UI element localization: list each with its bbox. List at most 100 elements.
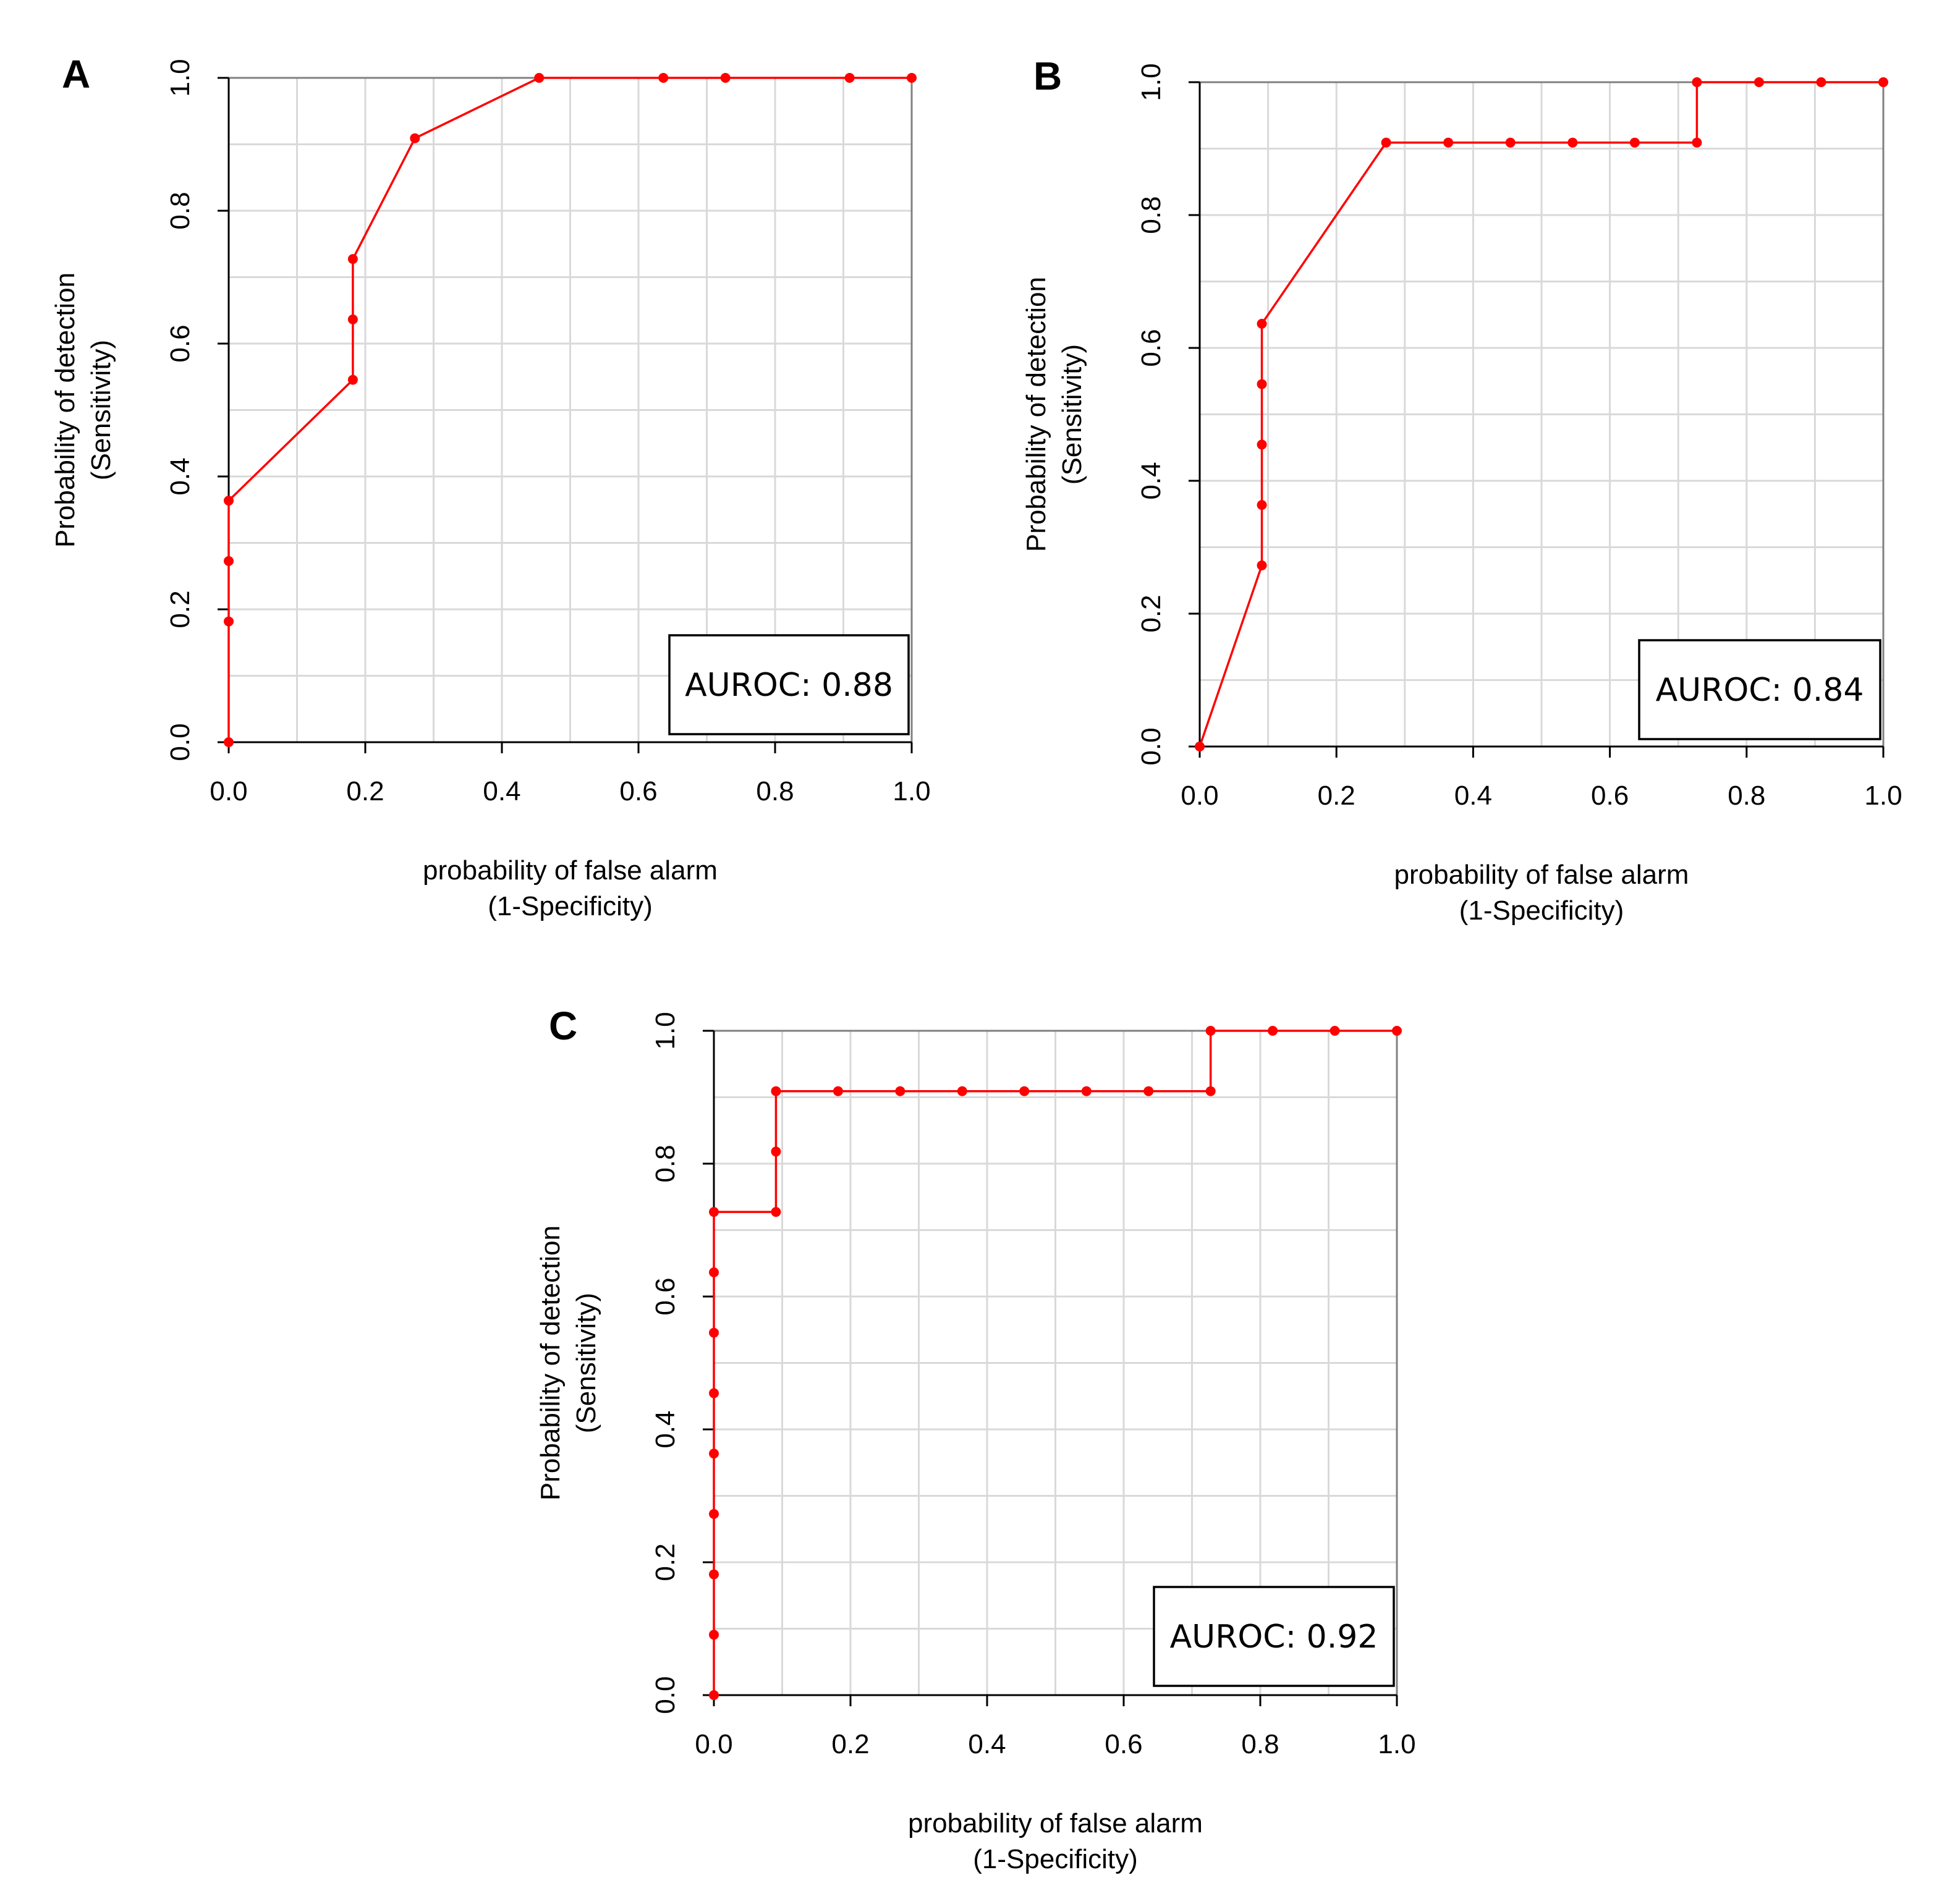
roc-point: [1692, 137, 1702, 148]
auroc-label: AUROC: 0.88: [685, 667, 893, 704]
roc-point: [1205, 1026, 1216, 1036]
roc-point: [709, 1449, 719, 1459]
x-tick-label: 0.6: [1105, 1729, 1142, 1759]
roc-point: [1754, 77, 1764, 87]
y-tick-label: 0.8: [165, 192, 195, 229]
x-axis-subtitle: (1-Specificity): [1459, 895, 1624, 926]
roc-point: [771, 1207, 781, 1217]
roc-point: [224, 616, 234, 627]
x-tick-label: 0.0: [695, 1729, 732, 1759]
auroc-box: [1153, 1586, 1395, 1687]
roc-point: [347, 374, 358, 385]
roc-point: [1257, 439, 1267, 450]
x-tick-label: 0.2: [346, 776, 384, 806]
y-tick-label: 0.6: [650, 1277, 681, 1315]
auroc-box: [668, 634, 910, 735]
y-tick-label: 0.6: [165, 324, 195, 362]
x-axis-subtitle: (1-Specificity): [973, 1844, 1138, 1874]
y-tick-label: 0.8: [650, 1145, 681, 1182]
roc-panel-a: A 0.0 0.2 0.4 0.6 0.8 1.0 0.0 0.2 0.4 0.6 0.8 1.0 pro…: [50, 52, 931, 921]
x-axis-subtitle: (1-Specificity): [488, 891, 653, 921]
roc-point: [833, 1086, 843, 1096]
roc-curve-line: [1198, 81, 1883, 747]
roc-point: [709, 1388, 719, 1398]
x-tick-label: 1.0: [893, 776, 930, 806]
x-tick-label: 0.8: [756, 776, 794, 806]
auroc-label: AUROC: 0.92: [1170, 1618, 1378, 1656]
x-tick-label: 1.0: [1864, 781, 1902, 811]
y-tick-label: 1.0: [165, 59, 195, 96]
roc-point: [1816, 77, 1826, 87]
y-axis-subtitle: (Sensitivity): [1057, 344, 1087, 484]
roc-point: [771, 1086, 781, 1096]
roc-point: [347, 254, 358, 264]
roc-point: [1205, 1086, 1216, 1096]
x-tick-label: 0.8: [1728, 781, 1765, 811]
x-axis-title: probability of false alarm: [908, 1808, 1203, 1838]
roc-point: [709, 1630, 719, 1640]
y-axis-subtitle: (Sensitivity): [86, 340, 116, 480]
panel-label: A: [62, 52, 90, 96]
x-tick-label: 0.8: [1241, 1729, 1279, 1759]
auroc-box: [1638, 639, 1881, 740]
y-axis-title: Probability of detection: [535, 1225, 566, 1500]
y-tick-label: 0.2: [1136, 594, 1166, 632]
roc-point: [224, 737, 234, 747]
roc-point: [709, 1327, 719, 1338]
x-tick-label: 0.6: [619, 776, 657, 806]
y-axis-subtitle: (Sensitivity): [571, 1293, 601, 1433]
roc-point: [720, 73, 731, 83]
y-tick-label: 0.0: [165, 723, 195, 761]
y-tick-label: 0.8: [1136, 196, 1166, 234]
roc-point: [709, 1508, 719, 1519]
roc-point: [957, 1086, 967, 1096]
y-tick-label: 0.0: [650, 1676, 681, 1714]
roc-point: [1692, 77, 1702, 87]
x-tick-label: 0.4: [968, 1729, 1006, 1759]
y-tick-label: 0.4: [1136, 462, 1166, 499]
y-tick-label: 0.4: [165, 457, 195, 495]
roc-point: [709, 1690, 719, 1700]
y-axis-title: Probability of detection: [50, 273, 80, 548]
roc-point: [709, 1207, 719, 1217]
y-tick-label: 0.6: [1136, 329, 1166, 366]
roc-point: [1381, 137, 1391, 148]
roc-point: [1443, 137, 1454, 148]
roc-point: [1019, 1086, 1030, 1096]
roc-point: [907, 73, 917, 83]
roc-point: [347, 314, 358, 324]
roc-point: [895, 1086, 906, 1096]
roc-point: [771, 1146, 781, 1157]
panel-label: C: [549, 1004, 577, 1048]
roc-point: [709, 1569, 719, 1580]
x-tick-label: 0.6: [1591, 781, 1629, 811]
x-tick-label: 0.4: [1454, 781, 1492, 811]
auroc-label: AUROC: 0.84: [1656, 672, 1864, 709]
roc-point: [1268, 1026, 1278, 1036]
panel-label: B: [1033, 54, 1062, 98]
x-tick-label: 0.4: [483, 776, 520, 806]
roc-point: [224, 496, 234, 506]
roc-point: [844, 73, 855, 83]
roc-point: [1629, 137, 1640, 148]
roc-point: [1257, 560, 1267, 570]
roc-point: [1081, 1086, 1092, 1096]
y-tick-label: 0.4: [650, 1410, 681, 1448]
y-tick-label: 0.0: [1136, 727, 1166, 765]
roc-point: [1257, 379, 1267, 389]
roc-point: [1392, 1026, 1402, 1036]
roc-point: [1567, 137, 1578, 148]
x-axis-title: probability of false alarm: [1394, 860, 1689, 890]
roc-point: [1330, 1026, 1340, 1036]
x-axis-title: probability of false alarm: [423, 855, 718, 886]
y-tick-label: 0.2: [165, 590, 195, 628]
roc-point: [534, 73, 545, 83]
roc-point: [1143, 1086, 1154, 1096]
roc-point: [1878, 77, 1888, 87]
x-tick-label: 1.0: [1378, 1729, 1415, 1759]
y-axis-title: Probability of detection: [1021, 277, 1051, 552]
y-tick-label: 0.2: [650, 1543, 681, 1581]
roc-point: [224, 556, 234, 566]
x-tick-label: 0.0: [1181, 781, 1218, 811]
